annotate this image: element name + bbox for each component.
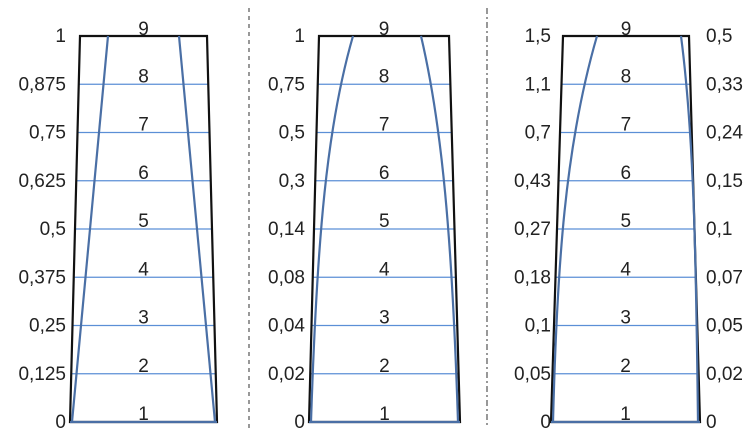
left-tick-label: 1 — [294, 26, 305, 47]
layer-number: 4 — [620, 259, 631, 280]
profile-curve-left — [70, 35, 110, 423]
right-tick-label: 0,1 — [706, 219, 732, 240]
layer-number: 1 — [379, 404, 390, 425]
right-tick-label: 0,24 — [706, 123, 743, 144]
left-tick-label: 0,08 — [268, 267, 305, 288]
left-tick-label: 0,18 — [514, 267, 551, 288]
left-tick-label: 0,27 — [514, 219, 551, 240]
left-tick-label: 0,875 — [18, 74, 66, 95]
layer-number: 9 — [379, 19, 390, 40]
left-tick-label: 1,1 — [525, 74, 551, 95]
layer-number: 1 — [620, 404, 631, 425]
left-tick-label: 0,7 — [525, 123, 551, 144]
profile-curve-right — [679, 35, 700, 423]
layer-number: 2 — [138, 356, 149, 377]
right-tick-label: 0,33 — [706, 74, 743, 95]
panel-linear: 1 2 3 4 5 6 7 8 9 0 0,125 0,25 0,375 0,5 0,625 0,75 0,87… — [18, 19, 219, 428]
left-tick-label: 0,04 — [268, 316, 305, 337]
panel-asymmetric: 1 2 3 4 5 6 7 8 9 0 0,05 0,1 0,18 0,27 0,43 0,7 1,1 1,5 0 0… — [514, 19, 743, 428]
layer-number: 3 — [620, 308, 631, 329]
right-tick-label: 0,07 — [706, 267, 743, 288]
layer-number: 7 — [138, 115, 149, 136]
right-tick-label: 0 — [706, 412, 717, 428]
left-tick-label: 0,1 — [525, 316, 551, 337]
layer-number: 6 — [138, 163, 149, 184]
left-tick-label: 0 — [55, 412, 66, 428]
layer-number: 5 — [620, 211, 631, 232]
left-tick-label: 0,05 — [514, 364, 551, 385]
layer-number: 3 — [379, 308, 390, 329]
profile-curve-right — [177, 35, 217, 423]
layer-number: 7 — [621, 115, 632, 136]
profile-curve-left — [551, 35, 599, 423]
left-tick-label: 0,43 — [514, 171, 551, 192]
left-tick-label: 0,75 — [29, 123, 66, 144]
layer-number: 8 — [621, 66, 632, 87]
left-tick-label: 0,5 — [40, 219, 66, 240]
layer-number: 8 — [379, 66, 390, 87]
layer-number: 2 — [620, 356, 631, 377]
left-tick-label: 1 — [55, 26, 66, 47]
layer-number: 3 — [138, 308, 149, 329]
left-tick-label: 0,75 — [268, 74, 305, 95]
layer-number: 1 — [138, 404, 149, 425]
layer-number: 2 — [379, 356, 390, 377]
left-tick-label: 0,625 — [18, 171, 66, 192]
layer-number: 9 — [621, 19, 632, 40]
layer-number: 7 — [379, 115, 390, 136]
left-tick-label: 0,02 — [268, 364, 305, 385]
layer-number: 4 — [379, 259, 390, 280]
left-tick-label: 0,25 — [29, 316, 66, 337]
layer-number: 5 — [138, 211, 149, 232]
right-tick-label: 0,5 — [706, 26, 732, 47]
left-tick-label: 1,5 — [525, 26, 551, 47]
profile-curve-left — [309, 35, 355, 423]
layer-number: 9 — [138, 19, 149, 40]
profile-curve-right — [419, 35, 460, 423]
layer-number: 6 — [379, 163, 390, 184]
right-tick-label: 0,05 — [706, 316, 743, 337]
left-tick-label: 0,14 — [268, 219, 305, 240]
layer-number: 6 — [621, 163, 632, 184]
left-tick-label: 0,125 — [18, 364, 66, 385]
left-tick-label: 0,375 — [18, 267, 66, 288]
left-tick-label: 0,3 — [279, 171, 305, 192]
layer-number: 5 — [379, 211, 390, 232]
left-tick-label: 0,5 — [279, 123, 305, 144]
right-tick-label: 0,02 — [706, 364, 743, 385]
layer-number: 8 — [138, 66, 149, 87]
right-tick-label: 0,15 — [706, 171, 743, 192]
left-tick-label: 0 — [294, 412, 305, 428]
panel-concave: 1 2 3 4 5 6 7 8 9 0 0,02 0,04 0,08 0,14 0,3 0,5 0,75 1 — [268, 19, 462, 428]
layer-number: 4 — [138, 259, 149, 280]
left-tick-label: 0 — [540, 412, 551, 428]
